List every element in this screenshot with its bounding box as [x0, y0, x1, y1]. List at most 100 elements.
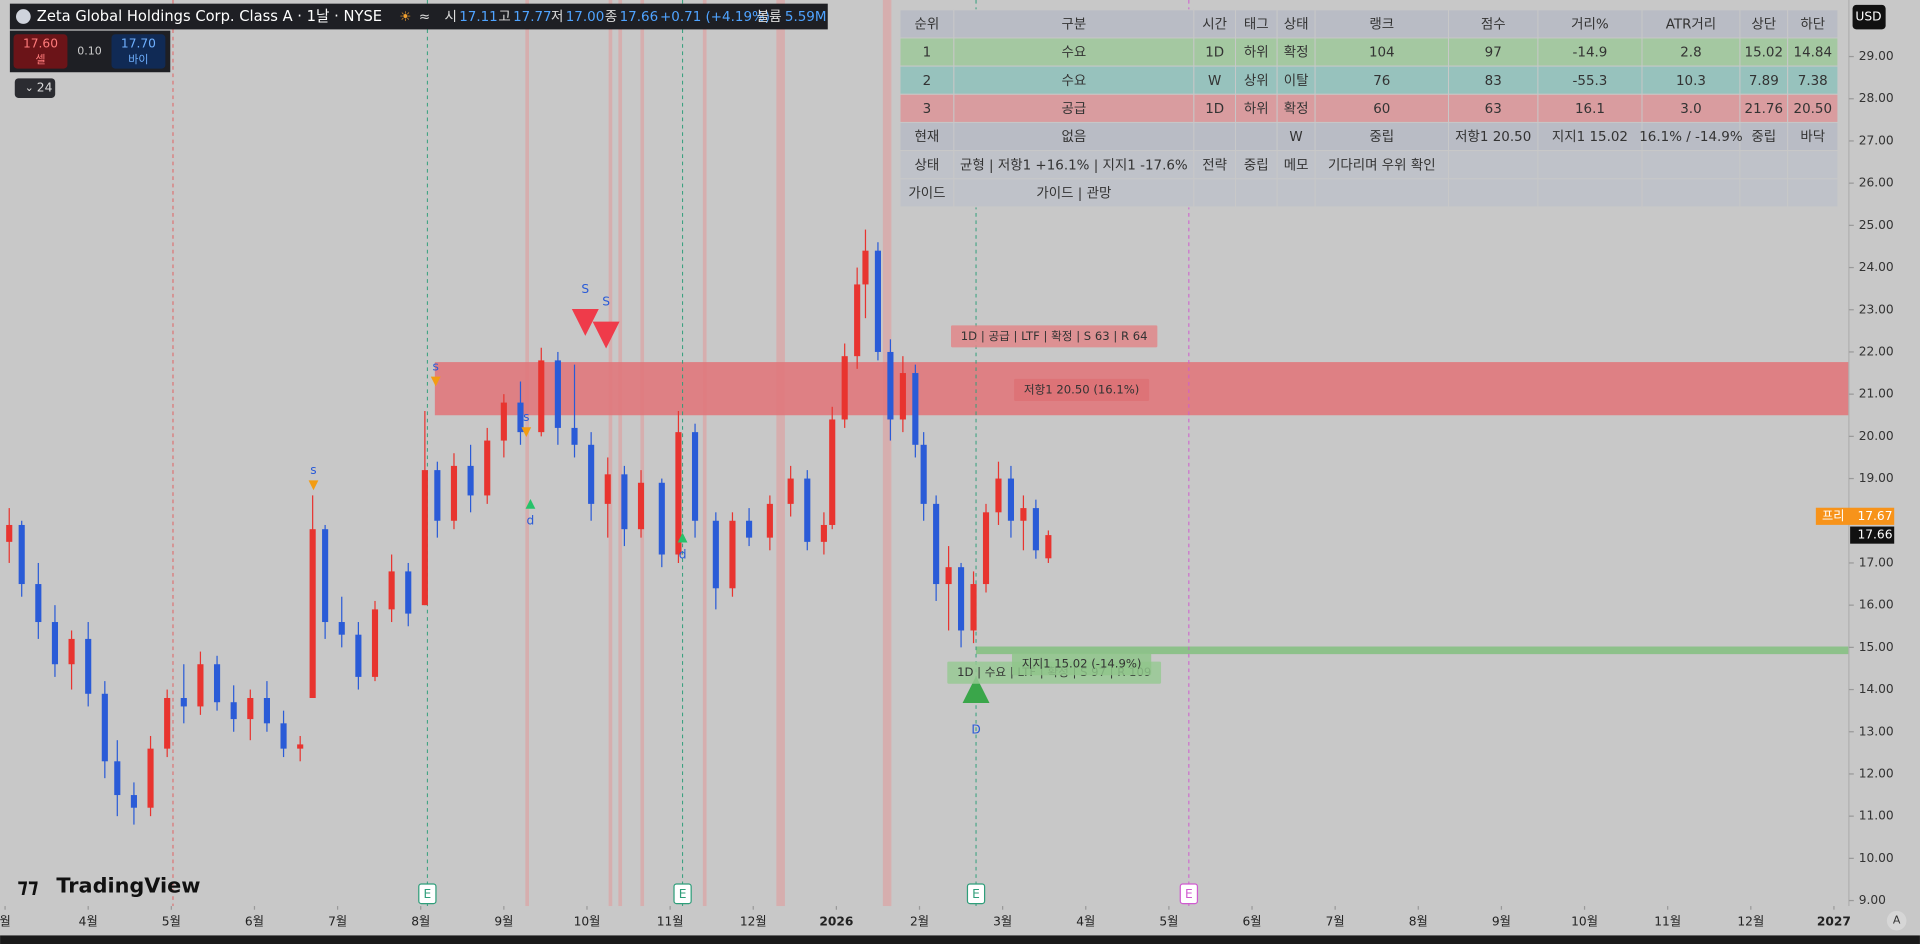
zone-label: 지지1 15.02 (-14.9%) [1011, 653, 1152, 676]
table-text: 구분 [1061, 17, 1086, 32]
buy-price[interactable]: 17.70 [121, 37, 156, 51]
candle-body [982, 512, 990, 585]
candle-body [322, 529, 329, 623]
candle-body [1045, 535, 1052, 559]
auto-scale[interactable]: A [1893, 914, 1901, 927]
x-tick-label: 6월 [1243, 914, 1262, 928]
table-cell [1314, 65, 1450, 95]
buy-label[interactable]: 바이 [128, 53, 148, 66]
table-cell [1739, 121, 1789, 152]
table-text: 시간 [1202, 16, 1227, 32]
volume-label: 볼륨 [757, 9, 782, 25]
table-cell [953, 178, 1195, 208]
table-text: W [1208, 74, 1221, 89]
event-label: E [1185, 887, 1193, 901]
price-label-tag: 프리 [1822, 509, 1845, 523]
currency[interactable]: USD [1855, 10, 1881, 24]
table-cell [1276, 121, 1316, 152]
table-cell [1448, 178, 1539, 208]
indicator-count[interactable]: 24 [37, 81, 53, 95]
zone [976, 646, 1849, 655]
table-text: 2 [923, 74, 932, 89]
y-tick-label: 16.00 [1859, 598, 1894, 612]
candle-body [164, 697, 171, 749]
candle-body [247, 697, 254, 720]
y-tick-label: 22.00 [1859, 344, 1894, 358]
sell-price[interactable]: 17.60 [23, 37, 58, 51]
zone-label-box [950, 325, 1158, 348]
candle-body [355, 634, 362, 677]
candle-body [18, 524, 25, 585]
highlight-band [702, 0, 707, 907]
ohlc-label: 시 [445, 10, 457, 25]
highlight-band [525, 0, 530, 907]
table-cell [953, 150, 1195, 180]
candle-body [1020, 508, 1027, 521]
table-text: 7.38 [1798, 74, 1828, 89]
table-cell [1314, 37, 1450, 67]
chevron[interactable]: ⌄ [25, 81, 34, 94]
table-text: 점수 [1481, 16, 1506, 32]
zone-label-box [1014, 378, 1150, 401]
highlight-band [640, 0, 645, 907]
table-text: 중립 [1369, 129, 1394, 145]
candle-body [945, 567, 952, 585]
zone-label-box [1011, 653, 1152, 676]
table-cell [1787, 178, 1839, 208]
y-tick-label: 27.00 [1859, 133, 1894, 147]
ohlc-label: 종 [605, 10, 617, 25]
event-icon [418, 883, 437, 905]
table-cell [1739, 65, 1789, 95]
table-text: 없음 [1061, 129, 1086, 145]
candle-body [899, 373, 906, 420]
price-label-box [1850, 526, 1895, 544]
table-text: 기다리며 우위 확인 [1328, 157, 1436, 173]
signal-marker [592, 321, 620, 349]
x-tick-label: 8월 [1409, 914, 1428, 928]
signal-label: d [527, 514, 535, 528]
candle-body [675, 432, 682, 555]
table-cell [1641, 9, 1741, 39]
auto-scale-button[interactable] [1886, 910, 1907, 931]
table-text: 7.89 [1749, 74, 1779, 89]
table-text: 1D [1205, 102, 1224, 117]
candle-body [604, 474, 611, 504]
candle-body [484, 440, 491, 496]
signal-marker [571, 308, 599, 336]
table-text: 2.8 [1680, 46, 1701, 61]
candle-body [854, 284, 861, 357]
signal-marker [308, 480, 319, 491]
x-tick-label: 3월 [993, 914, 1012, 928]
candle-body [517, 402, 524, 433]
table-cell [1234, 121, 1278, 152]
table-text: 공급 [1061, 102, 1086, 117]
sell-label[interactable]: 셀 [35, 53, 45, 66]
table-cell [1193, 178, 1236, 208]
candle-body [887, 351, 894, 420]
candle-body [297, 744, 304, 749]
x-tick-label: 7월 [328, 914, 347, 928]
candle-body [804, 478, 811, 542]
table-cell [1787, 150, 1839, 180]
signal-label: S [602, 295, 610, 309]
currency-box[interactable] [1852, 4, 1886, 30]
buy-button[interactable] [111, 34, 166, 69]
indicator-toggle[interactable] [14, 78, 56, 98]
table-cell [1787, 93, 1839, 123]
table-cell [953, 37, 1195, 67]
signal-label: s [432, 359, 438, 373]
x-tick-label: 4월 [1076, 914, 1095, 928]
candle-body [68, 638, 75, 665]
ohlc-label: 고 [498, 10, 510, 25]
header: Zeta Global Holdings Corp. Class A · 1날 … [9, 3, 828, 897]
candle-body [434, 470, 441, 521]
table-cell [899, 121, 955, 152]
y-tick-label: 15.00 [1859, 640, 1894, 654]
table-text: 하위 [1244, 45, 1269, 61]
y-tick-label: 21.00 [1859, 387, 1894, 401]
ohlc-value: 17.77 [513, 10, 552, 25]
table-cell [953, 65, 1195, 95]
price-label: 17.66 [1857, 528, 1892, 542]
sell-button[interactable] [13, 34, 68, 69]
